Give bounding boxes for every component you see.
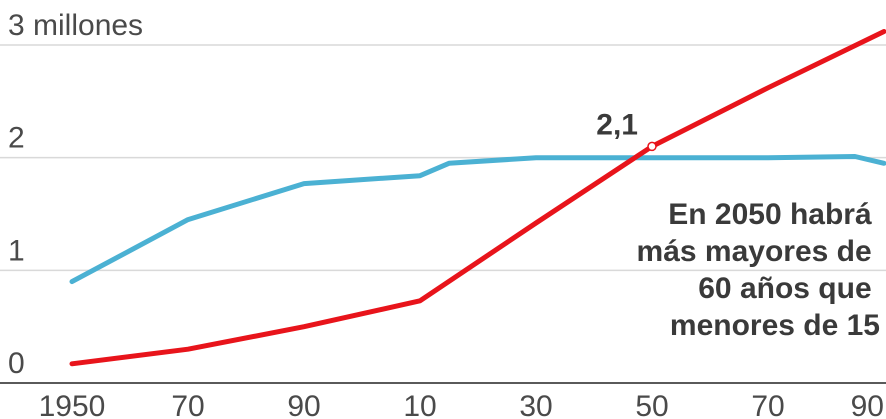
- series-line-blue: [69, 154, 886, 285]
- point-label-2050: 2,1: [596, 108, 638, 141]
- x-tick-label-1950-0: 1950: [39, 390, 106, 419]
- x-tick-label-30-4: 30: [519, 390, 552, 419]
- annotation-text: En 2050 habrá más mayores de 60 años que…: [637, 198, 880, 342]
- x-tick-labels: 1950 70 90 10 30 50 70 90: [39, 390, 884, 419]
- x-tick-label-50-5: 50: [635, 390, 668, 419]
- grid-lines: [0, 44, 886, 384]
- x-tick-label-10-3: 10: [403, 390, 436, 419]
- x-tick-label-70-1: 70: [171, 390, 204, 419]
- y-tick-label-3: 3 millones: [8, 9, 143, 42]
- y-tick-label-2: 2: [8, 122, 25, 155]
- annotation-line-3: 60 años que: [698, 272, 871, 305]
- annotation-line-2: más mayores de: [637, 235, 872, 268]
- annotation-line-4: menores de 15: [670, 309, 880, 342]
- x-tick-label-70-6: 70: [751, 390, 784, 419]
- point-marker-2050: [647, 141, 657, 152]
- y-tick-label-1: 1: [8, 234, 25, 267]
- point-marker-group: [647, 141, 657, 152]
- x-tick-label-90-2: 90: [287, 390, 320, 419]
- y-tick-labels: 0 1 2 3 millones: [8, 9, 143, 380]
- y-tick-label-0: 0: [8, 347, 25, 380]
- annotation-line-1: En 2050 habrá: [668, 198, 872, 231]
- series-lines: [69, 29, 886, 367]
- x-tick-label-90-7: 90: [851, 390, 884, 419]
- series-line-red: [69, 29, 886, 367]
